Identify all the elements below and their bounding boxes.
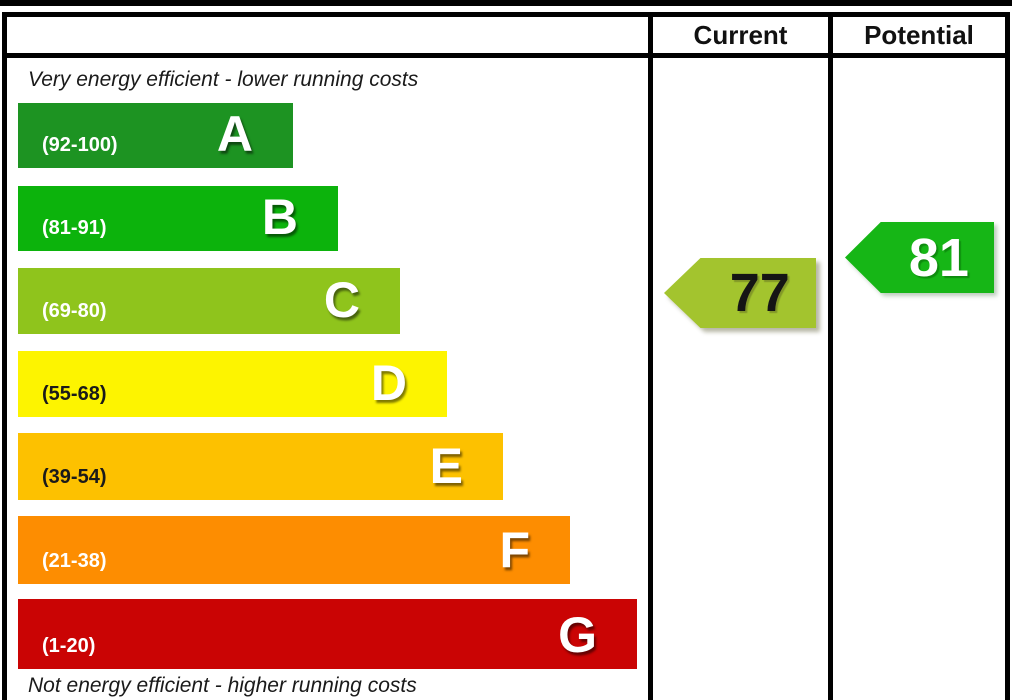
band-c-letter: C	[323, 272, 360, 328]
band-g-range: (1-20)	[42, 635, 96, 657]
top-caption: Very energy efficient - lower running co…	[28, 68, 419, 91]
header-separator	[2, 53, 1010, 58]
top-border-strip	[0, 0, 1012, 6]
potential-arrow-shape	[845, 222, 994, 293]
band-e-range: (39-54)	[42, 466, 107, 488]
band-c-range: (69-80)	[42, 300, 107, 322]
band-a-range: (92-100)	[42, 134, 118, 156]
band-g-letter: G	[558, 607, 597, 663]
band-b-range: (81-91)	[42, 217, 107, 239]
potential-rating-value: 81	[908, 227, 969, 288]
band-f-letter: F	[499, 522, 530, 578]
band-f-range: (21-38)	[42, 550, 107, 572]
current-rating-value: 77	[729, 263, 790, 323]
potential-column-header: Potential	[864, 20, 974, 50]
band-d-range: (55-68)	[42, 383, 107, 405]
band-b: (81-91) B	[18, 186, 338, 251]
band-b-letter: B	[261, 189, 298, 245]
band-g: (1-20) G	[18, 599, 637, 669]
band-f: (21-38) F	[18, 516, 570, 584]
current-column-divider	[648, 12, 653, 700]
band-a-letter: A	[216, 106, 253, 162]
band-e-letter: E	[429, 438, 463, 494]
potential-column-divider	[828, 12, 833, 700]
bottom-caption: Not energy efficient - higher running co…	[28, 674, 417, 697]
table-left-border	[2, 12, 7, 700]
table-top-border	[2, 12, 1010, 17]
potential-rating-arrow: 81	[845, 222, 994, 293]
table-right-border	[1005, 12, 1010, 700]
current-column-header: Current	[693, 20, 788, 50]
band-a: (92-100) A	[18, 103, 293, 168]
band-e: (39-54) E	[18, 433, 503, 500]
current-rating-arrow: 77	[664, 258, 816, 328]
current-arrow-shape	[664, 258, 816, 328]
band-d-letter: D	[370, 355, 407, 411]
band-d: (55-68) D	[18, 351, 447, 417]
band-c: (69-80) C	[18, 268, 400, 334]
